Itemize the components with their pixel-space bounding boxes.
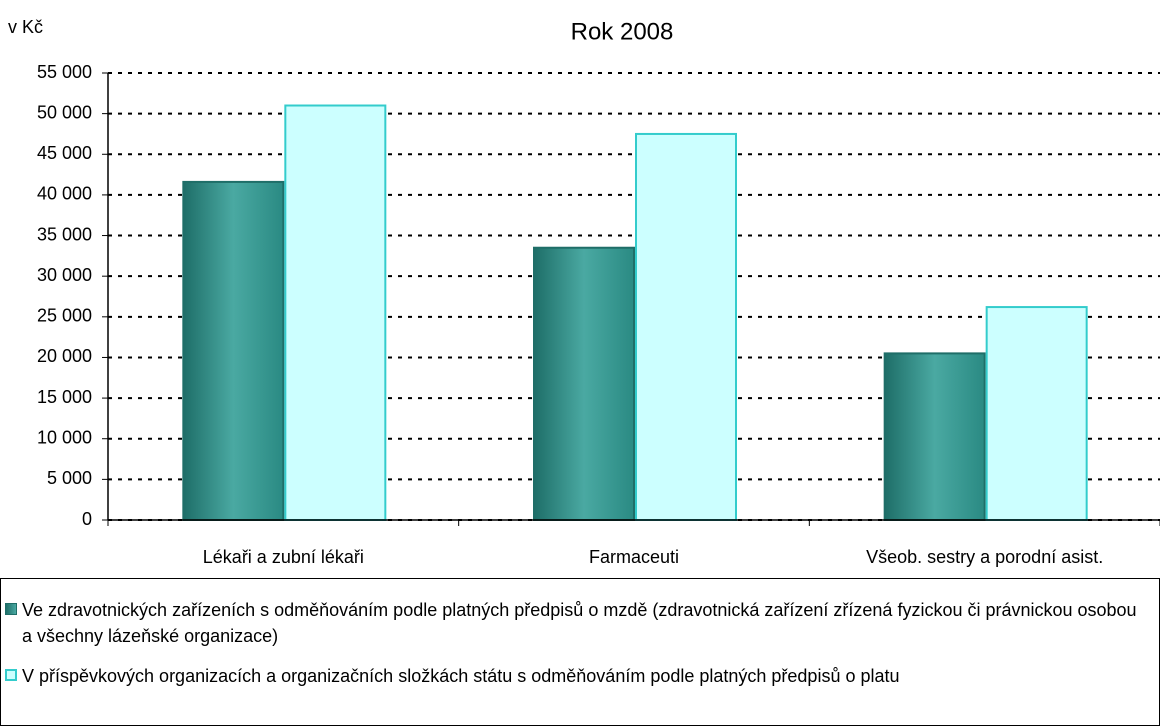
- x-tick-label: Farmaceuti: [589, 547, 679, 567]
- y-tick-label: 55 000: [37, 62, 92, 82]
- y-axis-label: v Kč: [8, 17, 43, 37]
- bar: [533, 246, 635, 521]
- y-tick-label: 35 000: [37, 224, 92, 244]
- legend-label: Ve zdravotnických zařízeních s odměňován…: [22, 600, 1137, 646]
- bar: [284, 104, 387, 521]
- legend-swatch: [5, 669, 17, 681]
- y-tick-label: 30 000: [37, 265, 92, 285]
- chart-title: Rok 2008: [571, 18, 674, 45]
- x-tick-label: Všeob. sestry a porodní asist.: [866, 547, 1103, 567]
- legend: Ve zdravotnických zařízeních s odměňován…: [0, 578, 1160, 726]
- bar: [182, 180, 285, 521]
- y-tick-label: 5 000: [47, 468, 92, 488]
- y-tick-label: 50 000: [37, 102, 92, 122]
- legend-entry: V příspěvkových organizacích a organizač…: [5, 663, 1139, 689]
- x-tick-label: Lékaři a zubní lékaři: [203, 547, 364, 567]
- legend-label: V příspěvkových organizacích a organizač…: [22, 666, 900, 686]
- y-tick-label: 25 000: [37, 306, 92, 326]
- y-tick-label: 10 000: [37, 427, 92, 447]
- y-tick-label: 15 000: [37, 387, 92, 407]
- y-tick-label: 20 000: [37, 346, 92, 366]
- legend-swatch: [5, 603, 17, 615]
- chart: Rok 2008 v Kč 0 5 000 10 000 15 000 20 000 25…: [8, 17, 1160, 567]
- legend-entry: Ve zdravotnických zařízeních s odměňován…: [5, 597, 1139, 649]
- bar: [635, 132, 737, 521]
- y-tick-label: 0: [82, 509, 92, 529]
- bar: [883, 352, 986, 521]
- bar: [985, 306, 1088, 521]
- y-tick-label: 40 000: [37, 184, 92, 204]
- y-tick-label: 45 000: [37, 143, 92, 163]
